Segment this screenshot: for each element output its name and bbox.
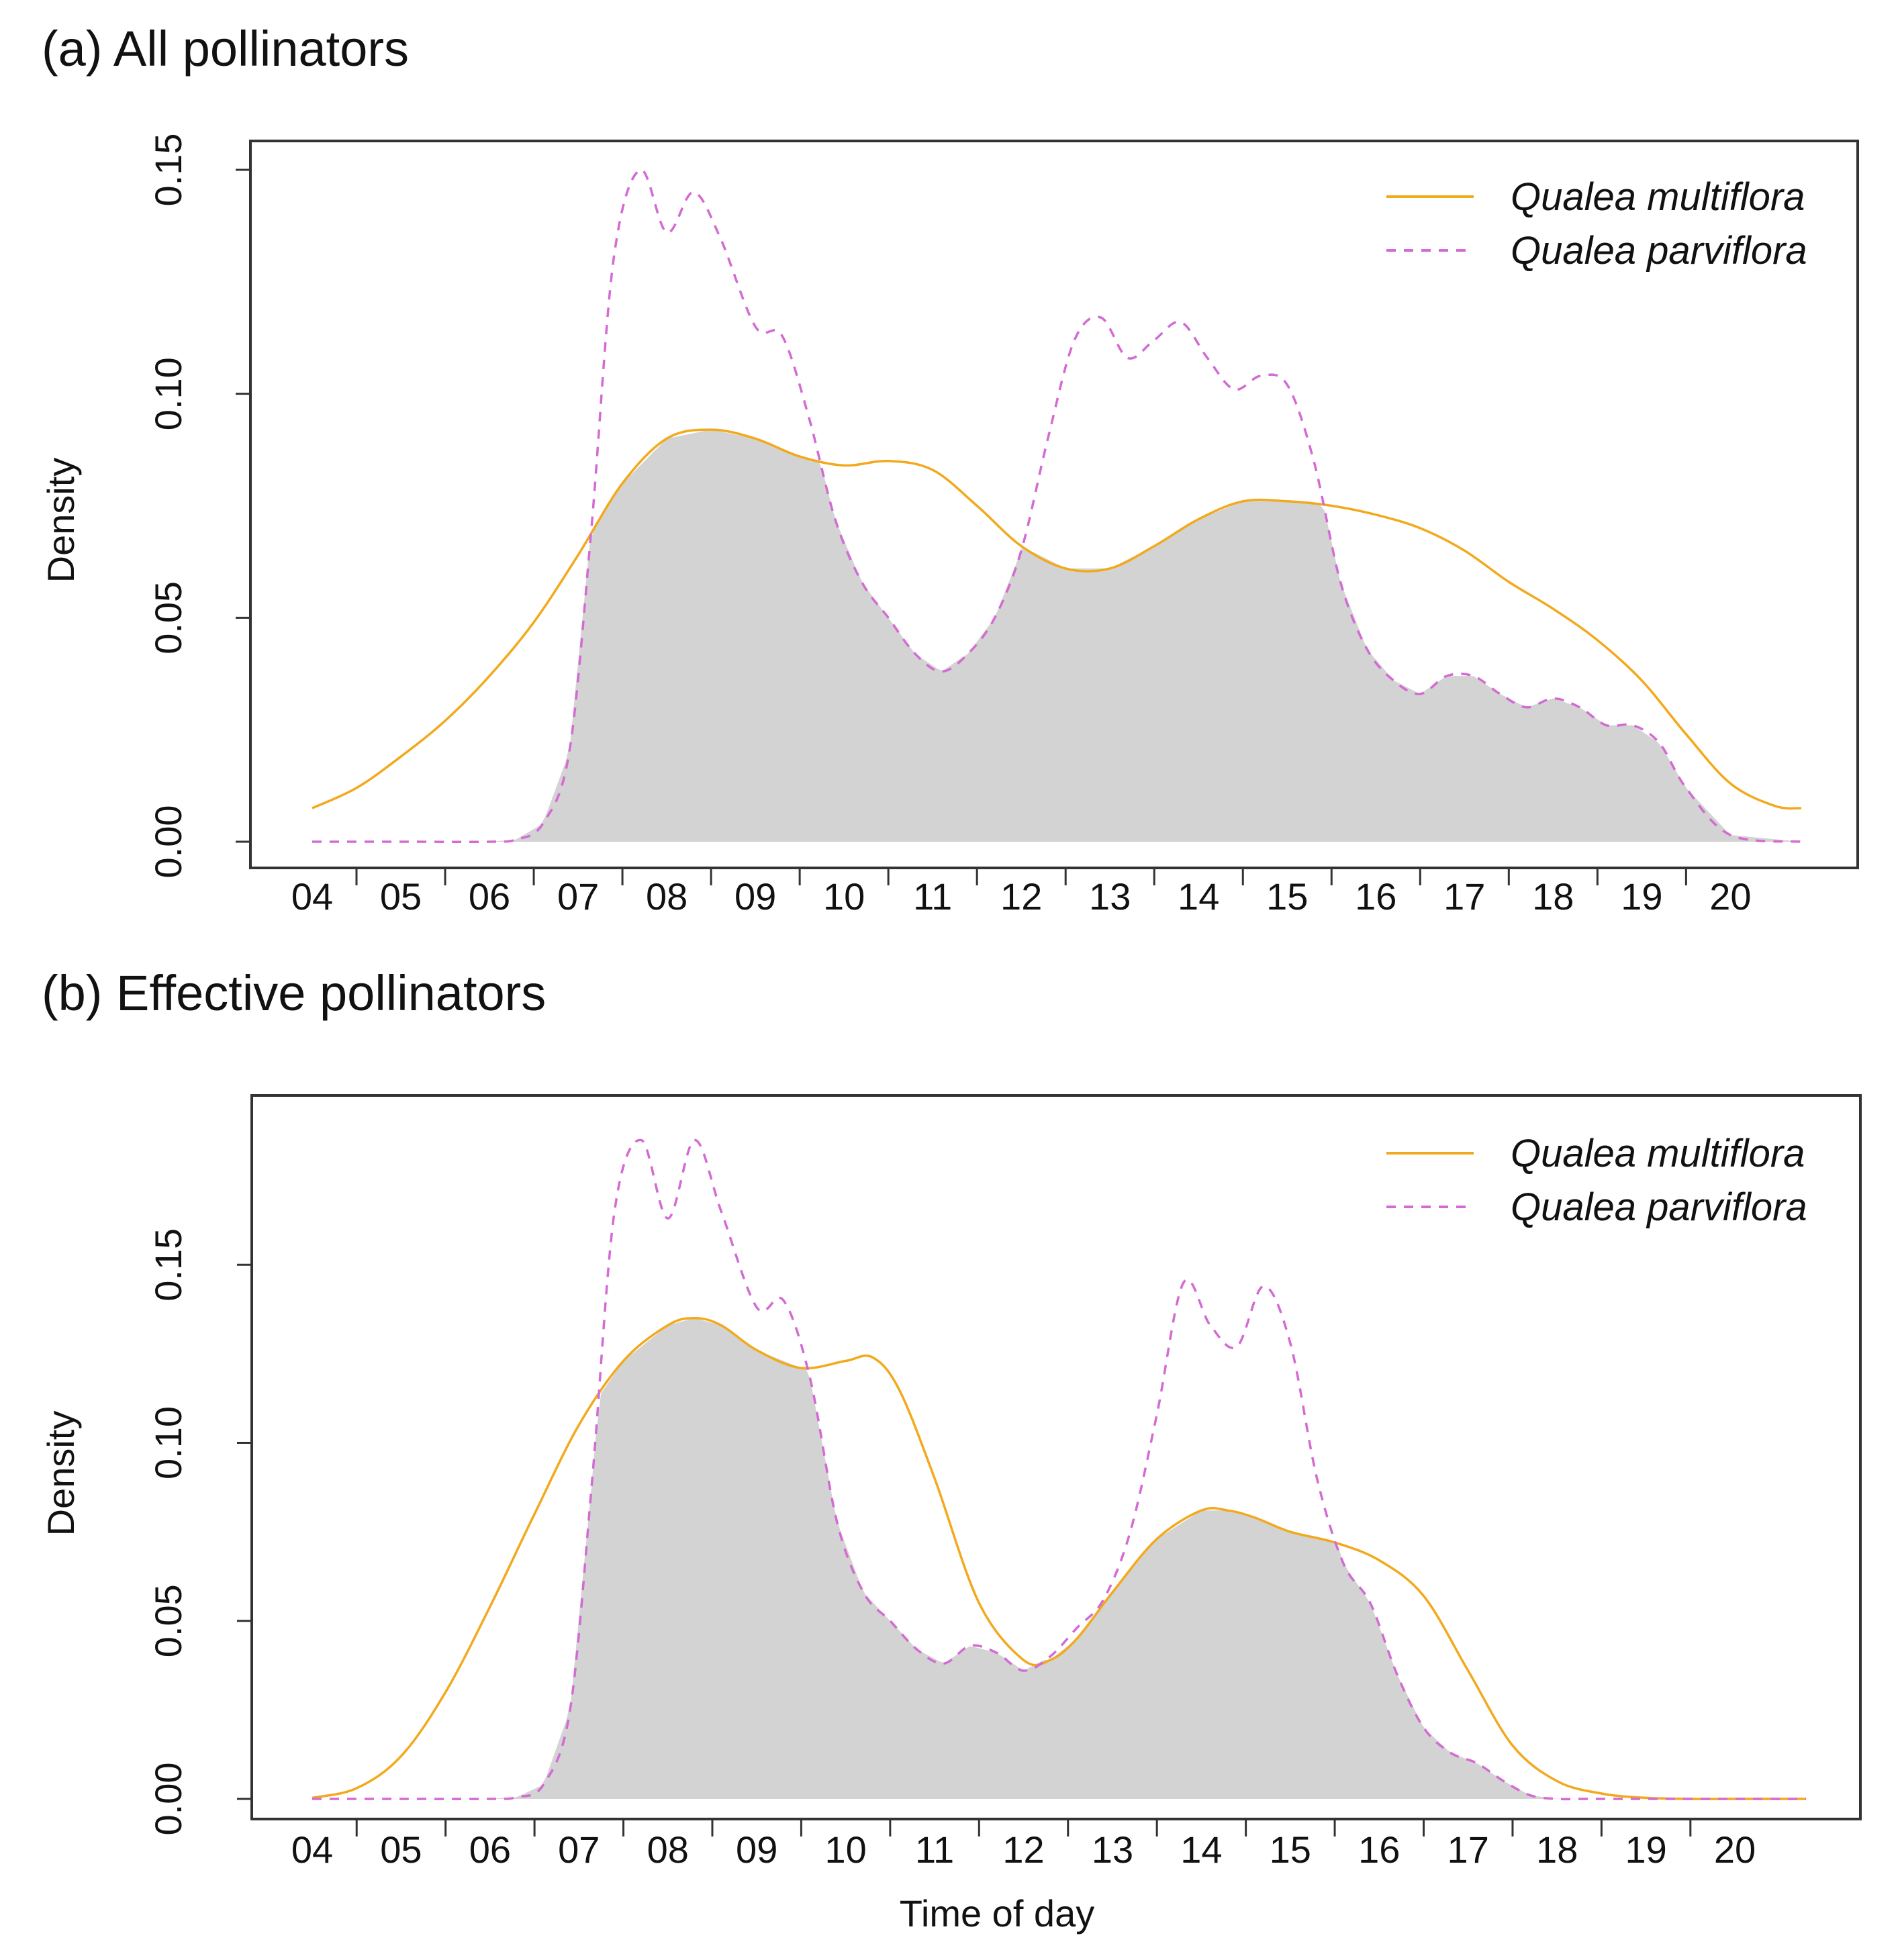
x-tick-label: 16 — [1358, 1828, 1400, 1871]
panel-b-legend: Qualea multiflora Qualea parviflora — [1386, 1132, 1807, 1229]
x-tick-label: 12 — [1002, 1828, 1044, 1871]
panel-a-y-axis: 0.00 0.05 0.10 0.15 — [147, 134, 250, 879]
panel-b-ylabel: Density — [40, 1411, 82, 1536]
x-tick-label: 12 — [1000, 875, 1042, 918]
x-tick-label: 20 — [1709, 875, 1751, 918]
x-tick-label: 11 — [915, 1828, 954, 1871]
panel-b-frame — [250, 1094, 1862, 1820]
x-tick-label: 16 — [1355, 875, 1396, 918]
legend-label-parviflora: Qualea parviflora — [1511, 1185, 1807, 1229]
x-tick-label: 07 — [557, 875, 599, 918]
series-line-parviflora — [312, 168, 1802, 844]
x-tick-label: 19 — [1621, 875, 1662, 918]
x-tick-label: 18 — [1536, 1828, 1578, 1871]
panel-b-series — [312, 1138, 1806, 1801]
x-tick-label: 19 — [1625, 1828, 1666, 1871]
x-tick-label: 09 — [736, 1828, 777, 1871]
y-tick-label: 0.10 — [147, 357, 189, 430]
x-tick-label: 13 — [1089, 875, 1131, 918]
x-tick-label: 04 — [291, 875, 333, 918]
x-tick-label: 09 — [734, 875, 776, 918]
panel-a-x-axis: 04 05 06 07 08 09 10 11 12 13 14 15 16 17 18 19 20 — [291, 868, 1752, 918]
x-tick-label: 14 — [1178, 875, 1219, 918]
x-tick-label: 18 — [1532, 875, 1574, 918]
legend-label-multiflora: Qualea multiflora — [1511, 175, 1805, 219]
x-tick-label: 08 — [647, 1828, 689, 1871]
y-tick-label: 0.00 — [147, 1763, 189, 1836]
y-tick-label: 0.10 — [147, 1406, 189, 1479]
x-tick-label: 04 — [291, 1828, 333, 1871]
x-tick-label: 06 — [469, 875, 510, 918]
panel-a-title: (a) All pollinators — [42, 21, 409, 77]
x-tick-label: 17 — [1443, 875, 1485, 918]
x-tick-label: 14 — [1180, 1828, 1222, 1871]
legend-label-parviflora: Qualea parviflora — [1511, 229, 1807, 273]
x-tick-label: 07 — [558, 1828, 600, 1871]
panel-b-y-axis: 0.00 0.05 0.10 0.15 — [147, 1228, 252, 1836]
series-line-multiflora — [312, 1317, 1806, 1800]
x-tick-label: 13 — [1092, 1828, 1133, 1871]
panel-a-series — [312, 168, 1802, 844]
y-tick-label: 0.15 — [147, 134, 189, 207]
x-tick-label: 05 — [380, 875, 422, 918]
legend-label-multiflora: Qualea multiflora — [1511, 1132, 1805, 1175]
x-tick-label: 15 — [1270, 1828, 1311, 1871]
panel-a-overlap-area — [312, 430, 1801, 842]
x-tick-label: 15 — [1266, 875, 1308, 918]
x-tick-label: 11 — [913, 875, 952, 918]
x-tick-label: 05 — [380, 1828, 422, 1871]
series-line-multiflora — [312, 428, 1802, 810]
y-tick-label: 0.00 — [147, 805, 189, 879]
panel-b-x-axis: 04 05 06 07 08 09 10 11 12 13 14 15 16 17 18 19 20 — [291, 1819, 1756, 1871]
panel-a: (a) All pollinators Density 0.00 0.05 0.10… — [40, 21, 1859, 918]
x-tick-label: 10 — [823, 875, 865, 918]
x-tick-label: 06 — [469, 1828, 511, 1871]
panel-a-frame — [249, 140, 1859, 869]
overlap-area — [312, 430, 1801, 842]
x-tick-label: 17 — [1447, 1828, 1489, 1871]
x-tick-label: 10 — [824, 1828, 866, 1871]
x-tick-label: 08 — [646, 875, 687, 918]
panel-b-title: (b) Effective pollinators — [42, 965, 546, 1021]
y-tick-label: 0.05 — [147, 1584, 189, 1657]
panel-a-ylabel: Density — [40, 458, 82, 583]
x-tick-label: 20 — [1714, 1828, 1756, 1871]
panel-b-overlap-area — [312, 1318, 1806, 1799]
y-tick-label: 0.05 — [147, 581, 189, 654]
y-tick-label: 0.15 — [147, 1228, 189, 1302]
panel-b: (b) Effective pollinators Density 0.000.… — [40, 965, 1862, 1934]
panel-a-legend: Qualea multiflora Qualea parviflora — [1386, 175, 1807, 273]
x-axis-label: Time of day — [900, 1892, 1094, 1934]
overlap-area — [312, 1318, 1806, 1799]
